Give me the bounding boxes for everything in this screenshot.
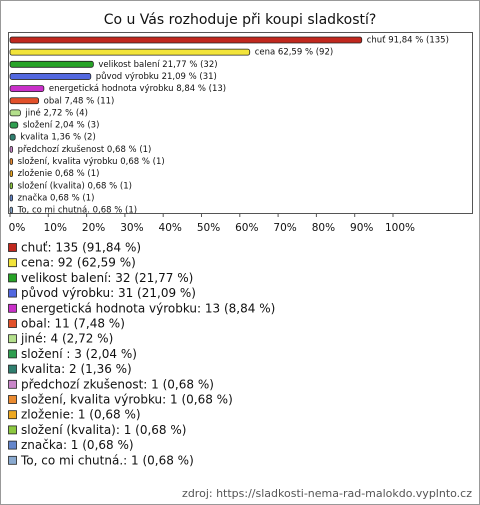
bar: [9, 145, 14, 153]
legend-swatch: [8, 288, 17, 298]
bar: [9, 158, 14, 165]
bar: [9, 60, 94, 68]
x-tick-label: 0%: [9, 222, 26, 234]
bar: [9, 194, 14, 202]
x-tick-label: 40%: [159, 222, 182, 234]
bar: [9, 36, 363, 44]
x-tick-label: 60%: [235, 222, 258, 234]
x-tick-label: 30%: [120, 222, 143, 234]
legend-swatch: [8, 410, 17, 420]
legend-label: chuť: 135 (91,84 %): [21, 241, 141, 255]
legend-swatch: [8, 319, 17, 328]
legend-label: To, co mi chutná.: 1 (0,68 %): [20, 453, 194, 467]
bar: [9, 73, 92, 80]
bar: [9, 133, 16, 141]
legend-label: velikost balení: 32 (21,77 %): [21, 271, 193, 285]
x-tick-label: 10%: [44, 222, 67, 234]
chart-title: Co u Vás rozhoduje při koupi sladkostí?: [104, 12, 377, 28]
bar-label: původ výrobku 21,09 % (31): [96, 71, 217, 82]
bar-label: cena 62,59 % (92): [255, 48, 333, 58]
bar-label: složení, kvalita výrobku 0,68 % (1): [18, 157, 165, 167]
legend-label: složení (kvalita): 1 (0,68 %): [21, 423, 186, 437]
x-tick-label: 90%: [350, 222, 373, 234]
x-tick-label: 50%: [197, 222, 220, 234]
legend-swatch: [8, 334, 17, 344]
bar-label: značka 0,68 % (1): [18, 192, 95, 203]
legend-label: značka: 1 (0,68 %): [21, 438, 134, 452]
source: zdroj: https://sladkosti-nema-rad-malokd…: [182, 487, 472, 500]
bar-label: zloženie 0,68 % (1): [18, 169, 100, 179]
legend-label: zloženie: 1 (0,68 %): [21, 408, 141, 422]
legend-label: cena: 92 (62,59 %): [21, 256, 136, 270]
x-tick-label: 70%: [273, 222, 296, 234]
bar: [9, 182, 14, 190]
legend-label: kvalita: 2 (1,36 %): [21, 362, 132, 376]
legend-swatch: [8, 455, 17, 465]
bar-label: kvalita 1,36 % (2): [20, 133, 96, 143]
legend-label: složení : 3 (2,04 %): [21, 347, 137, 361]
legend-swatch: [8, 425, 17, 435]
bar: [9, 85, 45, 92]
legend-swatch: [8, 243, 17, 252]
x-tick-label: 20%: [82, 222, 105, 234]
bar-label: chuť 91,84 % (135): [367, 36, 449, 46]
legend-label: obal: 11 (7,48 %): [21, 317, 125, 331]
bar: [9, 109, 21, 117]
bar-label: obal 7,48 % (11): [44, 96, 115, 106]
bar: [9, 121, 19, 129]
legend-label: složení, kvalita výrobku: 1 (0,68 %): [21, 393, 233, 407]
legend-swatch: [8, 303, 17, 313]
bar-label: jiné 2,72 % (4): [24, 107, 88, 118]
legend-swatch: [8, 349, 17, 359]
legend-swatch: [8, 364, 17, 374]
bar-label: energetická hodnota výrobku 8,84 % (13): [49, 84, 226, 94]
legend-swatch: [8, 379, 17, 389]
x-tick-label: 100%: [385, 222, 415, 234]
legend-swatch: [8, 273, 17, 283]
bar: [9, 206, 14, 214]
legend-swatch: [8, 440, 17, 450]
bar: [9, 97, 40, 105]
legend-label: předchozí zkušenost: 1 (0,68 %): [21, 377, 214, 391]
legend-label: původ výrobku: 31 (21,09 %): [21, 286, 196, 300]
bar-label: složení (kvalita) 0,68 % (1): [18, 181, 132, 191]
bar-label: předchozí zkušenost 0,68 % (1): [18, 144, 152, 155]
bar-label: To, co mi chutná. 0,68 % (1): [17, 206, 138, 216]
legend-swatch: [8, 395, 17, 404]
bar-label: složení 2,04 % (3): [23, 121, 100, 131]
bar: [9, 170, 14, 178]
legend-label: jiné: 4 (2,72 %): [20, 332, 113, 346]
legend-label: energetická hodnota výrobku: 13 (8,84 %): [21, 301, 275, 315]
bar-label: velikost balení 21,77 % (32): [98, 60, 217, 70]
legend-swatch: [8, 258, 17, 268]
x-tick-label: 80%: [312, 222, 335, 234]
bar: [9, 48, 251, 56]
